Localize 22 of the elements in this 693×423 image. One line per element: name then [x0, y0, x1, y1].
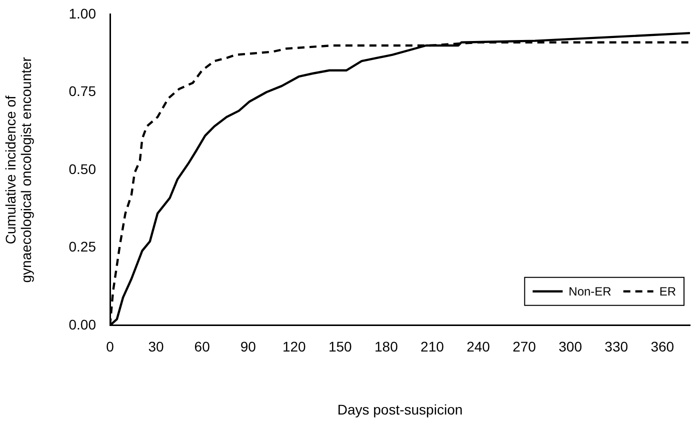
- x-axis-title: Days post-suspicion: [337, 401, 463, 418]
- x-tick-label: 300: [558, 338, 582, 355]
- x-tick-label: 180: [374, 338, 398, 355]
- x-tick-label: 90: [240, 338, 256, 355]
- x-tick-label: 30: [148, 338, 164, 355]
- x-tick-label: 330: [604, 338, 628, 355]
- y-tick-label: 0.00: [68, 316, 96, 332]
- y-tick-label: 0.75: [68, 83, 96, 100]
- x-tick-label: 0: [106, 338, 114, 355]
- legend-label: Non-ER: [568, 284, 612, 299]
- x-tick-label: 240: [466, 338, 490, 355]
- x-tick-label: 60: [194, 338, 210, 355]
- x-tick-label: 270: [512, 338, 536, 355]
- x-tick-label: 150: [328, 338, 352, 355]
- legend-label: ER: [659, 284, 676, 299]
- y-tick-label: 0.25: [68, 238, 96, 255]
- x-tick-label: 360: [650, 338, 674, 355]
- x-tick-label: 120: [282, 338, 306, 355]
- x-tick-label: 210: [420, 338, 444, 355]
- y-tick-label: 1.00: [68, 5, 96, 22]
- y-tick-label: 0.50: [68, 160, 96, 177]
- y-axis-title: Cumulative incidence of gynaecological oncologist encounter: [2, 56, 34, 283]
